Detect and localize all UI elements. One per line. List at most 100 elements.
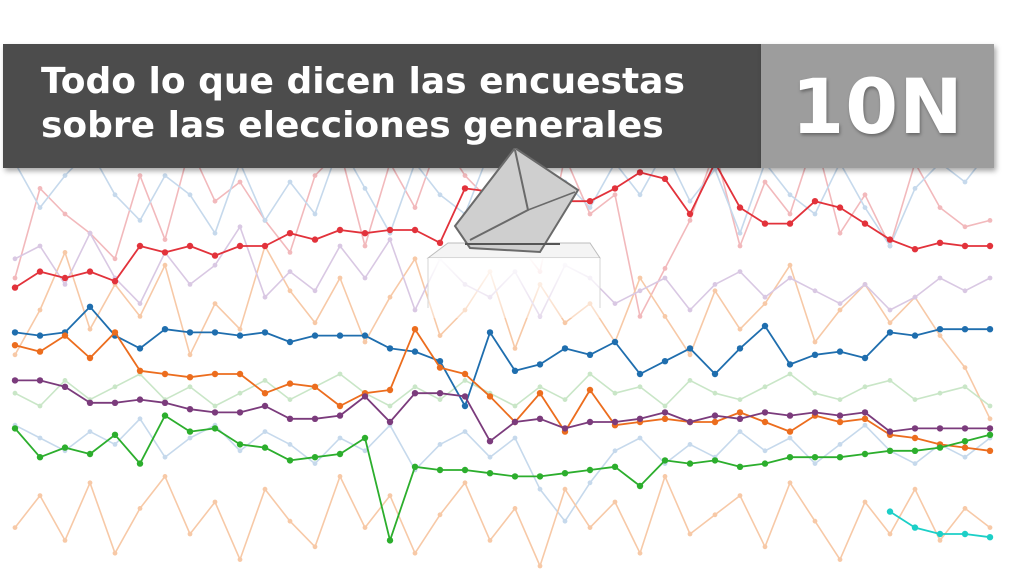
background-series-point-1-36 bbox=[912, 186, 918, 191]
background-series-point-4-25 bbox=[637, 384, 643, 390]
series-point-2-3 bbox=[86, 354, 94, 362]
series-point-1-3 bbox=[86, 303, 94, 310]
background-series-point-6-33 bbox=[837, 557, 843, 562]
background-series-point-5-4 bbox=[112, 442, 118, 447]
series-point-0-6 bbox=[161, 249, 169, 256]
background-series-point-1-28 bbox=[712, 166, 718, 172]
background-series-point-4-39 bbox=[987, 403, 993, 409]
series-point-0-27 bbox=[686, 210, 694, 218]
background-series-point-3-27 bbox=[687, 307, 693, 313]
background-series-point-3-9 bbox=[237, 224, 243, 230]
series-point-0-8 bbox=[211, 252, 219, 259]
background-series-point-4-34 bbox=[862, 384, 868, 390]
background-series-point-6-25 bbox=[637, 550, 643, 556]
series-point-3-25 bbox=[636, 415, 644, 422]
series-point-4-18 bbox=[461, 466, 469, 474]
background-series-point-6-31 bbox=[787, 480, 793, 486]
series-point-1-26 bbox=[661, 358, 669, 365]
series-point-2-5 bbox=[136, 367, 144, 374]
background-series-point-6-5 bbox=[137, 506, 143, 511]
series-point-5-0 bbox=[886, 508, 894, 515]
series-point-1-29 bbox=[736, 345, 744, 352]
background-series-point-1-12 bbox=[312, 211, 318, 217]
background-series-point-0-34 bbox=[862, 192, 868, 198]
background-series-point-5-13 bbox=[337, 435, 343, 441]
series-point-4-23 bbox=[586, 466, 594, 474]
background-series-point-3-30 bbox=[762, 294, 768, 300]
background-series-point-3-12 bbox=[312, 288, 318, 294]
background-series-point-4-4 bbox=[112, 384, 118, 390]
series-point-1-33 bbox=[836, 348, 844, 355]
series-point-4-1 bbox=[36, 454, 44, 461]
background-series-point-0-38 bbox=[962, 224, 968, 230]
background-series-point-5-11 bbox=[287, 442, 293, 447]
series-point-1-9 bbox=[236, 332, 244, 339]
background-series-point-4-22 bbox=[562, 397, 568, 402]
background-series-point-1-10 bbox=[262, 218, 268, 223]
background-series-point-6-10 bbox=[262, 486, 268, 492]
background-series-point-2-6 bbox=[162, 262, 168, 268]
background-series-point-3-37 bbox=[937, 275, 943, 281]
background-series-point-0-0 bbox=[12, 275, 18, 281]
background-series-point-6-16 bbox=[412, 550, 418, 556]
series-point-4-5 bbox=[136, 460, 144, 467]
background-series-point-2-16 bbox=[412, 256, 418, 262]
series-point-1-14 bbox=[361, 332, 369, 339]
background-series-point-2-0 bbox=[12, 352, 18, 358]
background-series-point-5-31 bbox=[787, 435, 793, 441]
background-series-point-6-3 bbox=[87, 480, 93, 486]
background-series-point-3-13 bbox=[337, 243, 343, 249]
series-point-2-29 bbox=[736, 409, 744, 416]
background-series-point-0-2 bbox=[62, 211, 68, 217]
background-series-point-6-35 bbox=[887, 531, 893, 537]
background-series-point-6-34 bbox=[862, 499, 868, 505]
background-series-point-6-18 bbox=[462, 480, 468, 486]
series-point-0-33 bbox=[836, 204, 844, 211]
series-point-1-34 bbox=[861, 354, 869, 362]
series-point-0-5 bbox=[136, 242, 144, 250]
background-series-point-6-12 bbox=[312, 544, 318, 550]
background-series-point-3-11 bbox=[287, 269, 293, 274]
background-series-point-4-10 bbox=[262, 378, 268, 383]
background-series-point-6-1 bbox=[37, 493, 43, 498]
background-series-point-1-8 bbox=[212, 230, 218, 236]
background-series-point-6-4 bbox=[112, 550, 118, 556]
series-point-4-15 bbox=[386, 537, 394, 544]
series-point-3-15 bbox=[386, 418, 394, 426]
series-point-2-11 bbox=[286, 380, 294, 387]
series-point-2-33 bbox=[836, 418, 844, 426]
series-point-5-4 bbox=[986, 534, 994, 541]
series-point-0-30 bbox=[761, 220, 769, 227]
series-point-4-32 bbox=[811, 454, 819, 461]
background-series-point-5-5 bbox=[137, 416, 143, 422]
background-series-point-1-5 bbox=[137, 218, 143, 223]
background-series-point-4-26 bbox=[662, 403, 668, 409]
background-series-point-5-22 bbox=[562, 518, 568, 524]
background-series-point-3-38 bbox=[962, 288, 968, 294]
series-point-0-4 bbox=[111, 278, 119, 285]
background-series-point-4-16 bbox=[412, 384, 418, 390]
series-point-3-36 bbox=[911, 425, 919, 432]
series-point-3-19 bbox=[486, 438, 494, 445]
series-point-1-16 bbox=[411, 348, 419, 355]
background-series-point-1-35 bbox=[887, 243, 893, 249]
series-point-1-5 bbox=[136, 345, 144, 352]
series-point-4-22 bbox=[561, 470, 569, 477]
background-series-point-5-14 bbox=[362, 448, 368, 454]
background-series-line-5 bbox=[14, 417, 991, 523]
background-series-point-2-25 bbox=[637, 275, 643, 281]
series-point-3-23 bbox=[586, 418, 594, 426]
series-point-0-10 bbox=[261, 242, 269, 250]
series-point-0-12 bbox=[311, 236, 319, 243]
series-point-3-3 bbox=[86, 399, 94, 406]
background-series-point-2-32 bbox=[812, 339, 818, 345]
series-point-5-2 bbox=[936, 530, 944, 538]
background-series-point-3-8 bbox=[212, 262, 218, 268]
series-point-3-28 bbox=[711, 412, 719, 419]
series-point-4-26 bbox=[661, 457, 669, 464]
series-point-4-16 bbox=[411, 463, 419, 470]
background-series-point-2-33 bbox=[837, 307, 843, 313]
series-point-1-10 bbox=[261, 329, 269, 336]
ballot-box-icon bbox=[426, 148, 601, 318]
series-line-2 bbox=[14, 328, 991, 452]
